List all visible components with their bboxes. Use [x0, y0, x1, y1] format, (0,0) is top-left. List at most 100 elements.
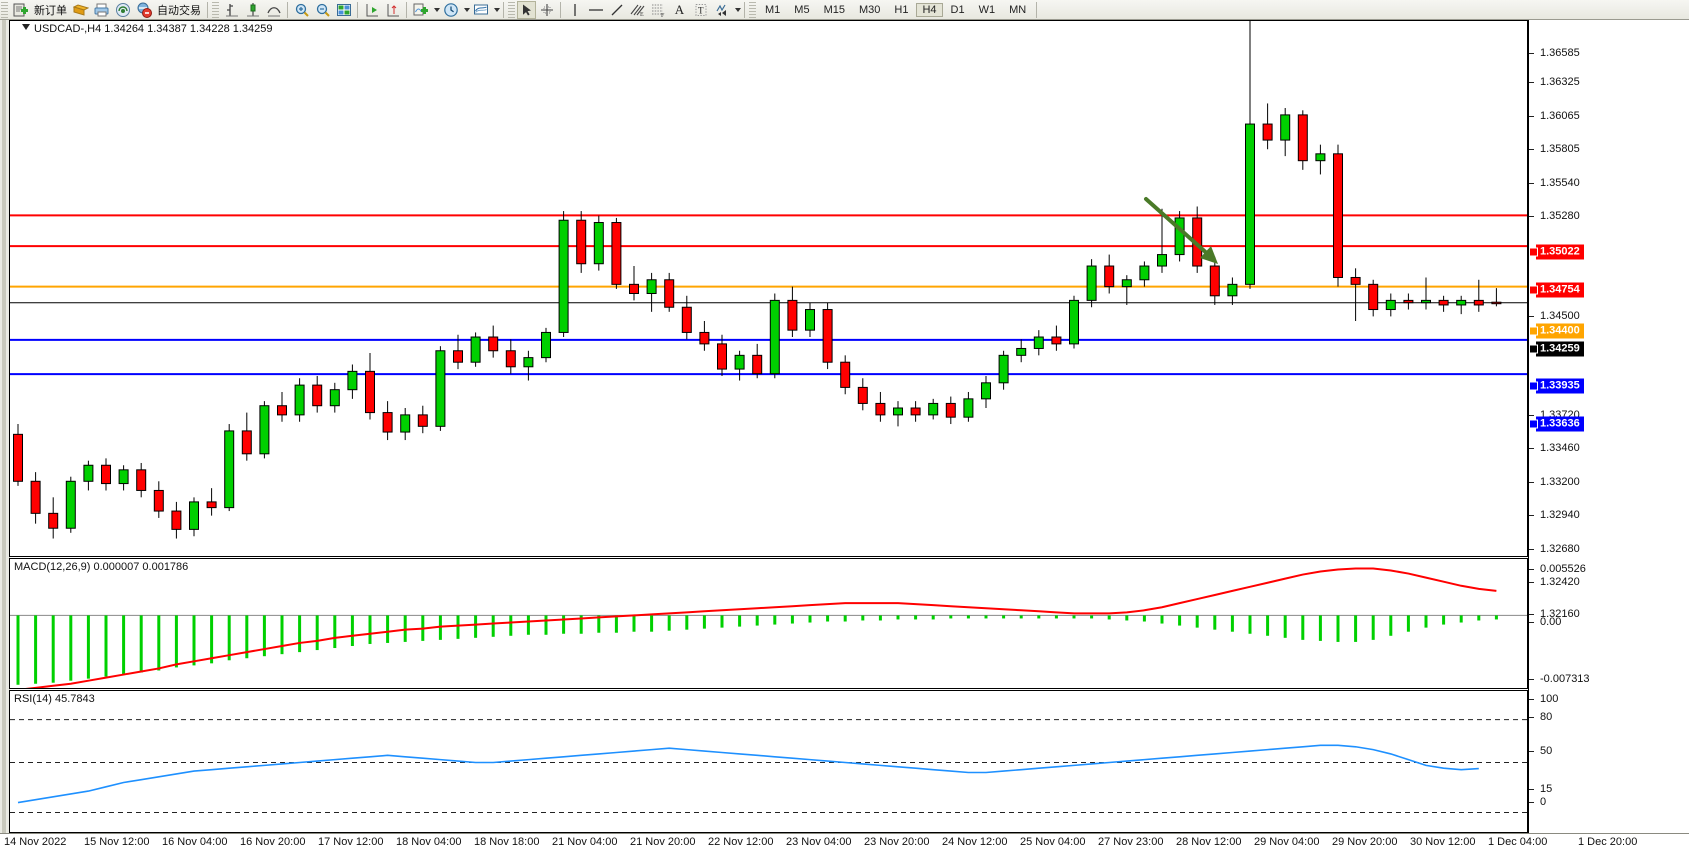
fibonacci-tool-button[interactable]: F	[648, 1, 669, 19]
macd-histogram-bar	[931, 615, 935, 620]
rsi-axis-tick-label: 15	[1540, 783, 1553, 795]
toolbar-grip-2[interactable]	[212, 1, 219, 18]
axis-tick	[1529, 116, 1534, 117]
timeframe-button-m5[interactable]: M5	[794, 3, 810, 16]
candle-body	[1456, 299, 1467, 306]
autotrading-button[interactable]	[133, 1, 154, 19]
resistance-level-1-badge[interactable]: 1.35022	[1536, 244, 1584, 260]
cursor-tool-button[interactable]	[517, 0, 536, 19]
rsi-pane[interactable]: RSI(14) 45.7843	[9, 690, 1528, 833]
candle-body	[1016, 347, 1027, 356]
pivot-level-handle[interactable]	[1529, 326, 1538, 336]
last-price-badge[interactable]: 1.34259	[1536, 341, 1584, 357]
macd-histogram-bar	[720, 615, 724, 628]
candle-body	[136, 469, 147, 491]
crosshair-tool-button[interactable]	[536, 1, 557, 19]
svg-text:F: F	[661, 13, 665, 18]
add-indicator-button[interactable]	[410, 1, 431, 19]
expert-advisors-button[interactable]	[70, 1, 91, 19]
template-icon	[473, 4, 488, 14]
equidistant-channel-tool-button[interactable]: E	[627, 1, 648, 19]
price-pane[interactable]: USDCAD-,H4 1.34264 1.34387 1.34228 1.342…	[9, 20, 1528, 557]
arrows-dropdown-caret[interactable]	[735, 7, 741, 12]
timeframe-button-w1[interactable]: W1	[978, 3, 996, 16]
support-level-2-handle[interactable]	[1529, 419, 1538, 429]
macd-signal-line	[25, 567, 1497, 688]
candle-body	[1385, 299, 1396, 311]
print-button[interactable]	[91, 1, 112, 19]
timeframe-button-m15[interactable]: M15	[823, 3, 845, 16]
text-tool-button[interactable]: A	[669, 1, 690, 19]
macd-histogram-bar	[544, 615, 548, 635]
period-dropdown-caret[interactable]	[464, 7, 470, 12]
pivot-level-badge[interactable]: 1.34400	[1536, 323, 1584, 339]
macd-histogram-bar	[122, 615, 126, 675]
macd-histogram-bar	[667, 615, 671, 631]
new-order-icon	[13, 3, 28, 16]
trendline-tool-button[interactable]	[606, 1, 627, 19]
chart-shift-button[interactable]	[382, 1, 403, 19]
time-axis-label: 16 Nov 20:00	[240, 836, 306, 848]
price-axis[interactable]: 1.36585 1.36325 1.36065 1.35805 1.35540 1.352…	[1528, 20, 1689, 833]
timeframe-button-m1[interactable]: M1	[765, 3, 781, 16]
timeframe-button-mn[interactable]: MN	[1009, 3, 1027, 16]
resistance-level-1-handle[interactable]	[1529, 247, 1538, 257]
candle-body	[118, 469, 129, 485]
time-axis-label: 1 Dec 04:00	[1488, 836, 1548, 848]
template-dropdown-caret[interactable]	[494, 7, 500, 12]
axis-tick	[1529, 482, 1534, 483]
macd-pane[interactable]: MACD(12,26,9) 0.000007 0.001786	[9, 558, 1528, 689]
macd-histogram-bar	[34, 615, 38, 684]
timeframe-button-h4[interactable]: H4	[916, 2, 943, 17]
new-order-label[interactable]: 新订单	[34, 4, 67, 17]
macd-histogram-bar	[280, 615, 284, 655]
support-level-1-handle[interactable]	[1529, 381, 1538, 391]
support-level-1-badge[interactable]: 1.33935	[1536, 378, 1584, 394]
toolbar-grip-4[interactable]	[749, 1, 756, 18]
candle-body	[857, 386, 868, 404]
resistance-level-2-badge[interactable]: 1.34754	[1536, 282, 1584, 298]
horizontal-line-tool-button[interactable]	[585, 1, 606, 19]
toolbar-grip[interactable]	[1, 1, 8, 18]
label-tool-button[interactable]: T	[690, 1, 711, 19]
macd-plot	[10, 567, 1527, 688]
timeframe-button-d1[interactable]: D1	[950, 3, 965, 16]
candle-body	[312, 384, 323, 407]
candlestick-chart-button[interactable]	[242, 1, 263, 19]
period-button[interactable]	[440, 1, 461, 19]
axis-tick	[1529, 448, 1534, 449]
toolbar-grip-3[interactable]	[508, 1, 515, 18]
collapse-triangle-icon[interactable]	[22, 24, 30, 30]
templates-button[interactable]	[470, 1, 491, 19]
last-price-handle[interactable]	[1529, 344, 1538, 354]
bar-chart-button[interactable]	[221, 1, 242, 19]
toolbar-separator-2	[287, 1, 288, 18]
macd-histogram-bar	[1424, 615, 1428, 628]
timeframe-button-m30[interactable]: M30	[858, 3, 881, 16]
candle-body	[541, 331, 551, 359]
tile-windows-button[interactable]	[333, 1, 354, 19]
auto-scroll-button[interactable]	[361, 1, 382, 19]
time-axis-label: 27 Nov 23:00	[1098, 836, 1164, 848]
candle-body	[664, 279, 675, 308]
support-level-2-badge[interactable]: 1.33636	[1536, 416, 1584, 432]
timeframe-button-h1[interactable]: H1	[894, 3, 909, 16]
price-axis-tick-label: 1.35280	[1540, 210, 1580, 222]
candle-body	[382, 412, 393, 433]
candle-body	[981, 382, 991, 400]
price-axis-tick-label: 1.32420	[1540, 576, 1580, 588]
rsi-axis-tick-label: 50	[1540, 745, 1553, 757]
vertical-line-tool-button[interactable]	[564, 1, 585, 19]
line-chart-button[interactable]	[263, 1, 284, 19]
signals-button[interactable]	[112, 1, 133, 19]
candle-body	[752, 354, 763, 375]
new-order-button[interactable]	[10, 1, 31, 19]
zoom-in-button[interactable]	[291, 1, 312, 19]
indicator-dropdown-caret[interactable]	[434, 7, 440, 12]
resistance-level-2-handle[interactable]	[1529, 285, 1538, 295]
autotrading-label[interactable]: 自动交易	[157, 4, 201, 17]
zoom-out-button[interactable]	[312, 1, 333, 19]
time-axis[interactable]: 14 Nov 2022 15 Nov 12:00 16 Nov 04:00 16 No…	[0, 833, 1689, 854]
arrows-tool-button[interactable]	[711, 1, 732, 19]
candle-body	[945, 402, 956, 418]
